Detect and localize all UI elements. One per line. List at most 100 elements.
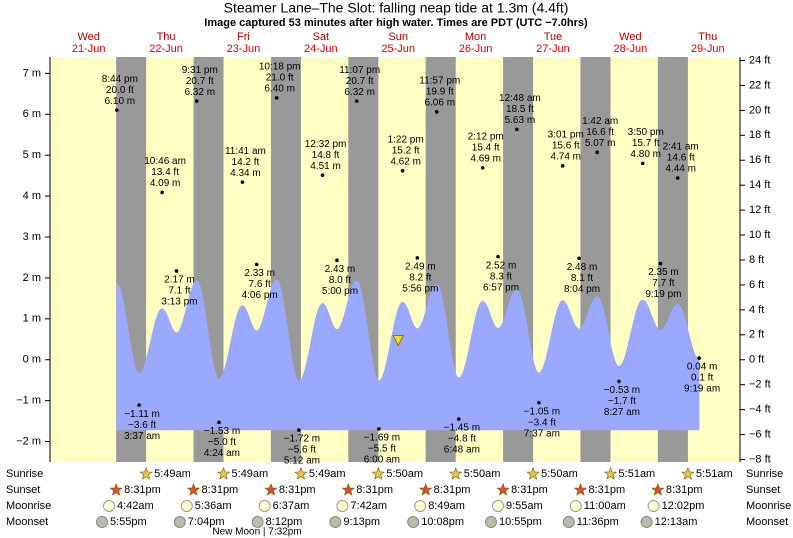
- y-tick-label: −2 m: [16, 435, 41, 447]
- extreme-label: 8.2 ft: [409, 273, 431, 284]
- tide-segment: [378, 301, 403, 431]
- extreme-point: [320, 173, 325, 178]
- day-date: 26-Jun: [459, 43, 493, 55]
- extreme-label: −1.53 m: [204, 426, 240, 437]
- y2-tick-label: 6 ft: [749, 279, 764, 291]
- row-label: Moonrise: [746, 500, 791, 512]
- day-name: Wed: [77, 31, 99, 43]
- tide-segment: [256, 279, 277, 431]
- moon-icon: [569, 500, 582, 512]
- extreme-label: 6:48 am: [444, 445, 480, 456]
- row-label: Sunrise: [6, 468, 43, 480]
- extreme-label: 4.62 m: [390, 156, 421, 167]
- row-label: Sunset: [746, 484, 780, 496]
- row-time: 8:31pm: [666, 484, 703, 496]
- extreme-label: 3:50 pm: [628, 127, 664, 138]
- moon-phase: New Moon | 7:32pm: [212, 527, 301, 538]
- extreme-label: 19.9 ft: [426, 86, 454, 97]
- day-date: 28-Jun: [614, 43, 648, 55]
- row-time: 8:31pm: [124, 484, 161, 496]
- tide-segment: [242, 305, 257, 431]
- extreme-label: −5.5 ft: [368, 444, 396, 455]
- extreme-label: 4.09 m: [150, 178, 181, 189]
- tide-segment: [138, 308, 163, 431]
- y-tick-label: 5 m: [23, 149, 41, 161]
- extreme-label: 7.1 ft: [168, 286, 190, 297]
- sun-icon: [294, 466, 308, 480]
- moon-icon: [251, 516, 264, 528]
- row-time: 9:55am: [506, 500, 543, 512]
- extreme-label: 9:31 pm: [182, 65, 218, 76]
- tide-segment: [660, 304, 679, 431]
- extreme-label: 6:00 am: [364, 455, 400, 466]
- y2-tick-label: 4 ft: [749, 304, 764, 316]
- extreme-label: 14.6 ft: [667, 153, 695, 164]
- row-label: Sunrise: [746, 468, 783, 480]
- moon-icon: [640, 516, 653, 528]
- y-tick-label: 3 m: [23, 231, 41, 243]
- y-tick-label: 6 m: [23, 108, 41, 120]
- row-time: 12:13am: [655, 516, 698, 528]
- extreme-label: 14.8 ft: [312, 150, 340, 161]
- extreme-point: [254, 262, 259, 267]
- extreme-point: [335, 258, 339, 263]
- y-tick-label: 7 m: [23, 67, 41, 79]
- extreme-point: [174, 269, 179, 273]
- extreme-label: 3:01 pm: [548, 129, 584, 140]
- moon-icon: [492, 500, 504, 512]
- extreme-label: 20.7 ft: [346, 76, 374, 87]
- tide-segment: [436, 283, 460, 431]
- extreme-label: −1.45 m: [444, 423, 480, 434]
- sun-icon: [526, 466, 540, 480]
- extreme-point: [515, 127, 519, 132]
- y2-tick-label: −6 ft: [749, 428, 771, 440]
- extreme-point: [400, 168, 405, 173]
- extreme-label: 2:12 pm: [468, 132, 504, 143]
- tide-segment: [596, 296, 620, 431]
- sun-icon: [573, 482, 588, 496]
- y-tick-label: 4 m: [23, 190, 41, 202]
- row-time: 5:49am: [154, 468, 191, 480]
- sun-icon: [109, 482, 123, 496]
- extreme-label: 8:44 pm: [102, 74, 138, 85]
- extreme-label: −5.0 ft: [208, 437, 236, 448]
- extreme-label: 11:57 pm: [419, 75, 460, 86]
- extreme-label: −1.7 ft: [608, 396, 636, 407]
- row-time: 5:49am: [309, 468, 346, 480]
- day-name: Mon: [465, 31, 486, 43]
- day-name: Fri: [237, 31, 250, 43]
- extreme-label: 4.69 m: [470, 154, 501, 165]
- extreme-point: [160, 190, 164, 195]
- day-name: Sun: [388, 31, 408, 43]
- extreme-label: 1:22 pm: [388, 134, 424, 145]
- moon-icon: [258, 500, 271, 512]
- row-time: 8:31pm: [511, 484, 548, 496]
- sun-icon: [449, 466, 463, 480]
- extreme-label: 13.4 ft: [151, 167, 179, 178]
- extreme-point: [697, 356, 701, 360]
- extreme-label: 20.0 ft: [106, 85, 134, 96]
- extreme-label: 10:18 pm: [259, 62, 301, 73]
- extreme-label: 8:04 pm: [564, 284, 600, 295]
- day-name: Tue: [544, 31, 563, 43]
- extreme-label: 5:56 pm: [402, 284, 438, 295]
- extreme-label: 21.0 ft: [266, 73, 294, 84]
- extreme-point: [457, 417, 461, 421]
- extreme-label: 6.32 m: [344, 87, 375, 98]
- extreme-label: 7:37 am: [524, 428, 560, 439]
- extreme-label: 9:19 pm: [645, 289, 681, 300]
- row-time: 7:42am: [350, 500, 387, 512]
- chart-subtitle: Image captured 53 minutes after high wat…: [204, 17, 588, 29]
- extreme-point: [617, 379, 621, 384]
- row-time: 11:36pm: [577, 516, 619, 528]
- extreme-point: [194, 99, 199, 103]
- y2-tick-label: −4 ft: [749, 404, 771, 416]
- tide-segment: [618, 299, 644, 431]
- row-time: 5:50am: [386, 468, 423, 480]
- extreme-label: 4.44 m: [665, 164, 696, 175]
- extreme-label: 1:42 am: [582, 116, 618, 127]
- tide-segment: [458, 300, 483, 431]
- tide-segment: [161, 308, 177, 431]
- extreme-label: 15.4 ft: [472, 143, 500, 154]
